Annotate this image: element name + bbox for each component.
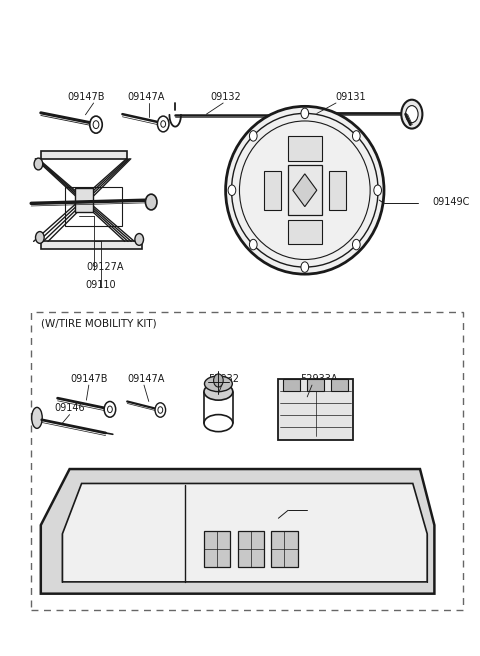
Ellipse shape <box>204 376 232 392</box>
Polygon shape <box>41 469 434 594</box>
Circle shape <box>90 116 102 133</box>
Circle shape <box>228 185 236 195</box>
Text: 09127A: 09127A <box>87 262 124 272</box>
Text: 09131: 09131 <box>335 92 366 102</box>
Bar <box>31 312 463 610</box>
Circle shape <box>93 121 99 129</box>
Circle shape <box>36 232 44 243</box>
Circle shape <box>34 158 43 170</box>
Circle shape <box>352 239 360 250</box>
Text: 52933A: 52933A <box>300 374 338 384</box>
Circle shape <box>401 100 422 129</box>
Circle shape <box>161 121 166 127</box>
Text: 09147B: 09147B <box>70 374 108 384</box>
Polygon shape <box>41 151 127 159</box>
Circle shape <box>104 401 116 417</box>
Circle shape <box>157 116 169 132</box>
Polygon shape <box>288 136 322 161</box>
Circle shape <box>155 403 166 417</box>
Bar <box>307 379 324 391</box>
Polygon shape <box>288 220 322 244</box>
Bar <box>288 165 322 215</box>
Ellipse shape <box>204 383 233 400</box>
Bar <box>331 379 348 391</box>
Circle shape <box>108 406 112 413</box>
Polygon shape <box>62 483 427 582</box>
Polygon shape <box>329 171 346 210</box>
Text: 09147A: 09147A <box>128 92 165 102</box>
Text: 09149K: 09149K <box>300 502 338 512</box>
Text: 09110: 09110 <box>85 280 116 290</box>
Circle shape <box>250 239 257 250</box>
Bar <box>204 531 230 567</box>
Text: 09147B: 09147B <box>68 92 105 102</box>
Bar <box>75 188 93 212</box>
Bar <box>271 531 298 567</box>
Polygon shape <box>293 174 317 207</box>
Text: 09132: 09132 <box>210 92 241 102</box>
Circle shape <box>214 374 223 387</box>
Polygon shape <box>264 171 281 210</box>
Ellipse shape <box>226 106 384 274</box>
Circle shape <box>158 407 163 413</box>
Bar <box>278 379 353 440</box>
Text: 52932: 52932 <box>208 374 239 384</box>
Circle shape <box>145 194 157 210</box>
Circle shape <box>352 131 360 141</box>
Bar <box>65 187 122 226</box>
Polygon shape <box>41 241 142 249</box>
Circle shape <box>406 106 418 123</box>
Circle shape <box>135 234 144 245</box>
Text: 09146: 09146 <box>54 403 85 413</box>
Ellipse shape <box>204 415 233 432</box>
Circle shape <box>374 185 382 195</box>
Bar <box>283 379 300 391</box>
Ellipse shape <box>32 407 42 428</box>
Text: (W/TIRE MOBILITY KIT): (W/TIRE MOBILITY KIT) <box>41 318 156 328</box>
Text: 09149C: 09149C <box>432 197 469 207</box>
Circle shape <box>301 108 309 119</box>
Bar <box>238 531 264 567</box>
Circle shape <box>250 131 257 141</box>
Text: 09147A: 09147A <box>128 374 165 384</box>
Circle shape <box>301 262 309 272</box>
